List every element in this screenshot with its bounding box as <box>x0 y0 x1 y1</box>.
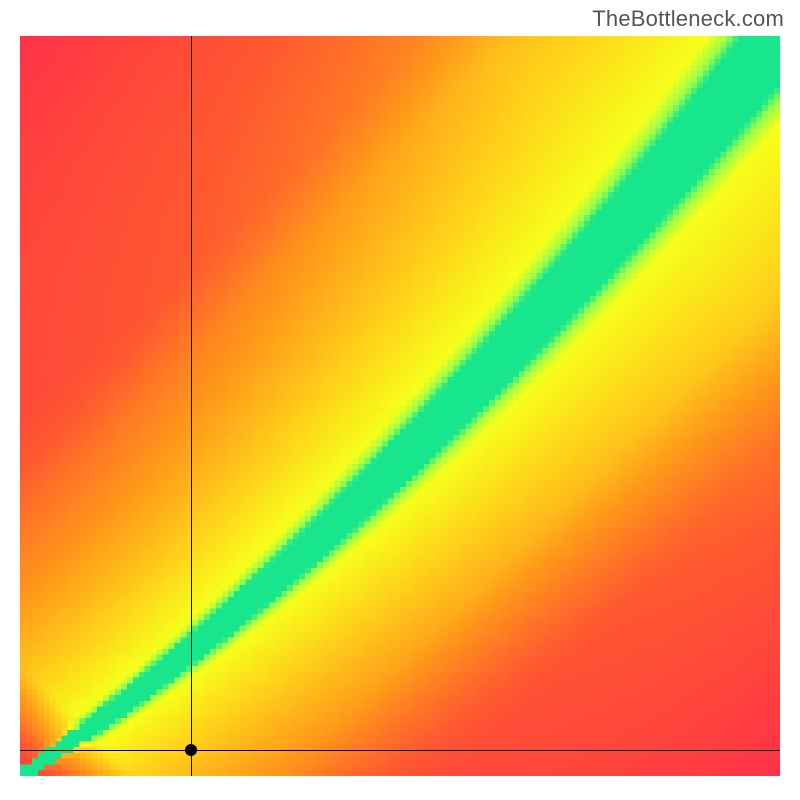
crosshair-marker[interactable] <box>185 744 197 756</box>
watermark-text: TheBottleneck.com <box>592 6 784 32</box>
crosshair-vertical <box>191 36 192 776</box>
chart-container: TheBottleneck.com <box>0 0 800 800</box>
heatmap-canvas <box>20 36 780 776</box>
crosshair-horizontal <box>20 750 780 751</box>
plot-area <box>20 36 780 776</box>
